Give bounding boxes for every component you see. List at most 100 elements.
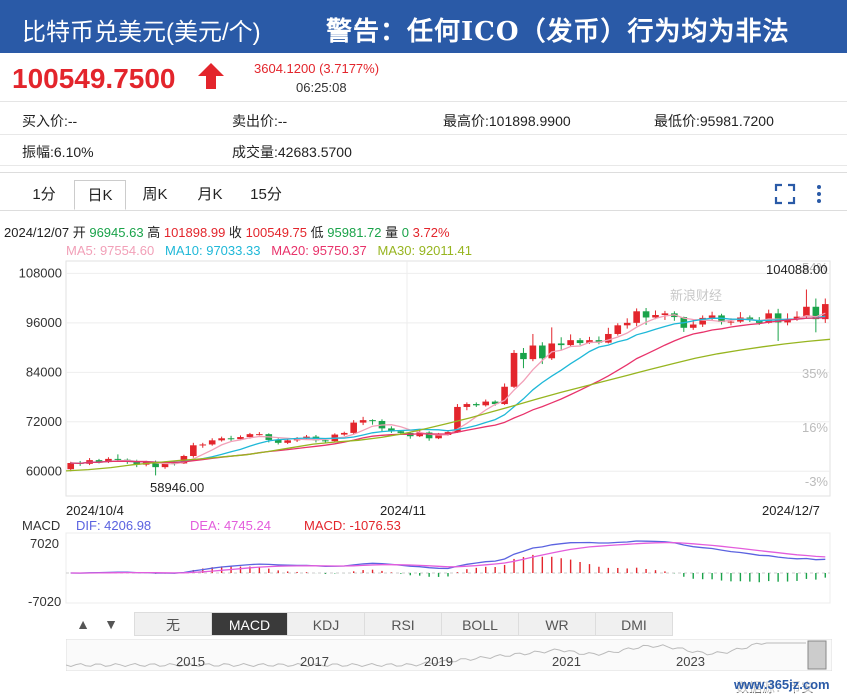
macd-dif: DIF: 4206.98: [76, 518, 151, 533]
candle-body: [114, 458, 122, 460]
stats-row-2: 振幅:6.10% 成交量:42683.5700: [0, 134, 847, 166]
candle-body: [529, 345, 537, 360]
candle-body: [274, 439, 282, 443]
stats-row-1: 买入价:-- 卖出价:-- 最高价:101898.9900 最低价:95981.…: [0, 103, 847, 135]
candle-body: [152, 461, 159, 468]
ma-legend: MA5: 97554.60 MA10: 97033.33 MA20: 95750…: [66, 243, 472, 258]
candle-body: [482, 401, 490, 406]
candle-body: [803, 306, 810, 317]
open-label: 开: [72, 225, 86, 240]
candle-body: [454, 406, 461, 433]
macd-value: MACD: -1076.53: [304, 518, 401, 533]
tab-daily[interactable]: 日K: [74, 180, 126, 210]
header-bar: 比特币兑美元(美元/个) 警告：任何ICO（发币）行为均为非法: [0, 0, 847, 53]
candle-body: [133, 461, 141, 465]
y-tick-label: 72000: [26, 414, 62, 429]
nav-year-2023: 2023: [676, 654, 705, 669]
candle-body: [171, 462, 178, 464]
annot-high: 104088.00: [766, 262, 827, 277]
candle-body: [472, 404, 480, 406]
indicator-macd[interactable]: MACD: [211, 612, 288, 636]
tab-weekly[interactable]: 周K: [142, 186, 168, 203]
ohlc-close: 100549.75: [245, 225, 308, 240]
indicator-wr[interactable]: WR: [518, 612, 596, 636]
more-icon[interactable]: [812, 183, 826, 205]
macd-tick-bottom: -7020: [28, 594, 61, 609]
x-label-mid: 2024/11: [380, 503, 426, 518]
candle-body: [359, 420, 367, 423]
low-label: 低: [310, 225, 324, 240]
arrow-up-icon: [198, 63, 224, 89]
candle-body: [388, 428, 395, 432]
scroll-up-button[interactable]: ▲: [68, 612, 98, 636]
candle-body: [425, 432, 433, 439]
candle-body: [520, 352, 527, 360]
candle-body: [765, 313, 772, 323]
candle-body: [699, 317, 706, 325]
range-handle[interactable]: [807, 640, 827, 670]
candle-body: [435, 434, 442, 439]
macd-frame: [65, 532, 831, 604]
candle-body: [246, 434, 254, 438]
candle-body: [208, 440, 216, 445]
indicator-kdj[interactable]: KDJ: [287, 612, 365, 636]
macd-dea: DEA: 4745.24: [190, 518, 271, 533]
pct-tick-label: 16%: [802, 420, 828, 435]
candle-body: [67, 463, 75, 470]
candle-body: [661, 313, 669, 316]
ohlc-readout: 2024/12/07 开 96945.63 高 101898.99 收 1005…: [4, 222, 450, 241]
price-bar: 100549.7500 3604.1200 (3.7177%) 06:25:08: [0, 53, 847, 102]
indicator-rsi[interactable]: RSI: [364, 612, 442, 636]
candle-body: [161, 462, 169, 468]
ma10-line: [70, 315, 826, 465]
nav-year-2021: 2021: [552, 654, 581, 669]
candle-body: [652, 315, 659, 318]
high-price: 最高价:101898.9900: [443, 113, 571, 129]
fullscreen-icon[interactable]: [774, 183, 796, 205]
indicator-none[interactable]: 无: [134, 612, 212, 636]
macd-tick-top: 7020: [30, 536, 59, 551]
tab-monthly[interactable]: 月K: [197, 186, 223, 203]
ma5-value: MA5: 97554.60: [66, 243, 155, 258]
ma10-value: MA10: 97033.33: [165, 243, 261, 258]
amplitude: 振幅:6.10%: [22, 144, 94, 160]
candle-body: [199, 444, 207, 446]
macd-title: MACD: [22, 518, 60, 533]
dif-line: [70, 540, 826, 574]
bid-price: 买入价:--: [22, 113, 78, 129]
indicator-boll[interactable]: BOLL: [441, 612, 519, 636]
candle-body: [548, 343, 556, 359]
nav-year-2015: 2015: [176, 654, 205, 669]
kline-chart[interactable]: 新浪财经 60000 72000 84000 96000 108000 54% 35% 16…: [0, 173, 847, 697]
low-price: 最低价:95981.7200: [654, 113, 774, 129]
candle-body: [256, 434, 263, 436]
x-label-end: 2024/12/7: [762, 503, 820, 518]
candle-body: [595, 340, 603, 343]
candle-body: [774, 313, 782, 323]
high-label: 高: [147, 225, 161, 240]
y-tick-label: 108000: [19, 265, 62, 280]
candle-body: [397, 431, 405, 433]
x-label-start: 2024/10/4: [66, 503, 124, 518]
scroll-down-button[interactable]: ▼: [97, 612, 125, 636]
candle-body: [727, 321, 735, 323]
candle-body: [821, 304, 829, 320]
tab-15min[interactable]: 15分: [250, 186, 282, 203]
ohlc-low: 95981.72: [327, 225, 382, 240]
chart-panel: 1分 日K 周K 月K 15分 2024/12/07 开 96945.63 高 …: [0, 172, 847, 697]
ma20-line: [70, 317, 826, 465]
pct-tick-label: 35%: [802, 366, 828, 381]
candle-body: [463, 404, 471, 407]
last-price: 100549.7500: [12, 63, 176, 94]
candle-body: [586, 340, 593, 344]
range-navigator[interactable]: 2015 2017 2019 2021 2023: [66, 639, 832, 671]
site-watermark: www.365jz.com: [734, 677, 830, 692]
candle-body: [227, 438, 235, 440]
candle-body: [557, 343, 565, 346]
tab-1min[interactable]: 1分: [32, 186, 56, 203]
candle-body: [95, 460, 103, 462]
candle-body: [793, 316, 801, 320]
candle-body: [614, 325, 622, 334]
indicator-dmi[interactable]: DMI: [595, 612, 673, 636]
candle-body: [539, 345, 546, 359]
